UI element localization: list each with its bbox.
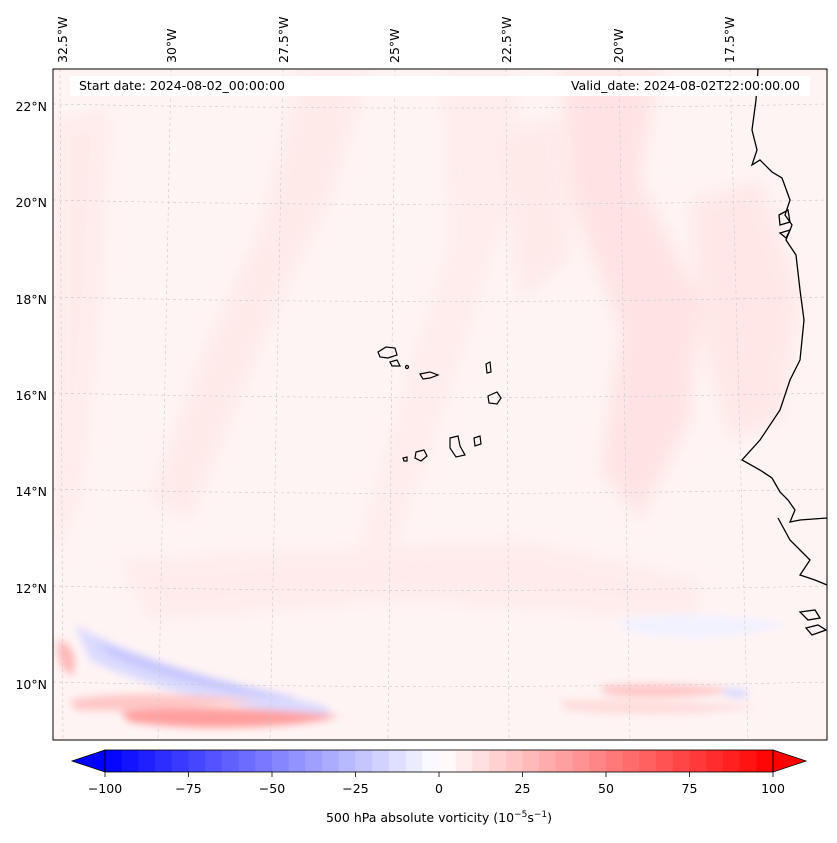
colorbar-cell <box>372 750 390 772</box>
cape-verde-islands <box>377 346 502 462</box>
colorbar-cell <box>622 750 640 772</box>
colorbar-cell <box>455 750 473 772</box>
colorbar-cell <box>338 750 356 772</box>
valid-date-label: Valid_date: 2024-08-02T22:00:00.00 <box>571 78 800 93</box>
lat-label: 14°N <box>15 484 47 499</box>
colorbar-cell <box>606 750 624 772</box>
lat-label: 22°N <box>15 99 47 114</box>
start-date-label: Start date: 2024-08-02_00:00:00 <box>79 78 285 93</box>
colorbar-cell <box>422 750 440 772</box>
latitude-labels: 22°N 20°N 18°N 16°N 14°N 12°N 10°N <box>15 99 47 692</box>
colorbar-ticks <box>104 772 774 777</box>
colorbar-cell <box>405 750 423 772</box>
lon-label: 32.5°W <box>55 17 70 63</box>
colorbar-cell <box>138 750 156 772</box>
colorbar-cell <box>689 750 707 772</box>
lon-label: 20°W <box>611 28 626 63</box>
colorbar-tick-label: 75 <box>682 781 698 796</box>
colorbar-cell <box>388 750 406 772</box>
map-frame <box>52 68 828 741</box>
vorticity-field <box>53 69 827 740</box>
colorbar-tick-label: 100 <box>761 781 785 796</box>
colorbar-tick-label: 25 <box>515 781 531 796</box>
colorbar-cell <box>305 750 323 772</box>
colorbar-cell <box>355 750 373 772</box>
colorbar-cell <box>105 750 123 772</box>
colorbar-tick-labels: −100 −75 −50 −25 0 25 50 75 100 <box>88 781 785 796</box>
lat-label: 20°N <box>15 195 47 210</box>
colorbar-cell <box>171 750 189 772</box>
colorbar-cell <box>672 750 690 772</box>
colorbar-tick-label: −50 <box>259 781 285 796</box>
colorbar-cell <box>121 750 139 772</box>
header-band <box>70 76 810 96</box>
lon-label: 27.5°W <box>276 17 291 63</box>
lat-label: 12°N <box>15 581 47 596</box>
lon-label: 22.5°W <box>499 17 514 63</box>
colorbar-cell <box>555 750 573 772</box>
colorbar-cell <box>639 750 657 772</box>
colorbar-tick-label: 0 <box>435 781 443 796</box>
colorbar-max-extend <box>772 749 808 773</box>
lon-label: 30°W <box>164 28 179 63</box>
lat-label: 18°N <box>15 292 47 307</box>
longitude-labels: 32.5°W 30°W 27.5°W 25°W 22.5°W 20°W 17.5… <box>55 17 737 63</box>
lon-label: 25°W <box>387 28 402 63</box>
colorbar-cell <box>656 750 674 772</box>
colorbar-cell <box>572 750 590 772</box>
colorbar-cell <box>155 750 173 772</box>
colorbar-cell <box>589 750 607 772</box>
colorbar-cell <box>739 750 757 772</box>
colorbar-cell <box>221 750 239 772</box>
colorbar-min-extend <box>70 749 106 773</box>
colorbar-cell <box>539 750 557 772</box>
lat-label: 16°N <box>15 388 47 403</box>
colorbar-cell <box>706 750 724 772</box>
colorbar-tick-label: 50 <box>598 781 614 796</box>
lon-label: 17.5°W <box>722 17 737 63</box>
colorbar: −100 −75 −50 −25 0 25 50 75 100 500 hPa … <box>70 749 808 825</box>
colorbar-cell <box>722 750 740 772</box>
colorbar-cell <box>188 750 206 772</box>
colorbar-cell <box>505 750 523 772</box>
graticule <box>53 69 827 740</box>
colorbar-cell <box>205 750 223 772</box>
colorbar-cell <box>489 750 507 772</box>
colorbar-tick-label: −75 <box>175 781 201 796</box>
lat-label: 10°N <box>15 677 47 692</box>
colorbar-cells <box>105 750 774 772</box>
colorbar-cell <box>522 750 540 772</box>
colorbar-title: 500 hPa absolute vorticity (10−5s−1) <box>326 810 552 825</box>
colorbar-cell <box>255 750 273 772</box>
colorbar-cell <box>322 750 340 772</box>
colorbar-cell <box>756 750 774 772</box>
colorbar-cell <box>472 750 490 772</box>
colorbar-cell <box>238 750 256 772</box>
colorbar-tick-label: −25 <box>342 781 368 796</box>
coastline <box>740 69 827 636</box>
colorbar-cell <box>288 750 306 772</box>
colorbar-tick-label: −100 <box>88 781 122 796</box>
colorbar-cell <box>272 750 290 772</box>
colorbar-cell <box>439 750 457 772</box>
